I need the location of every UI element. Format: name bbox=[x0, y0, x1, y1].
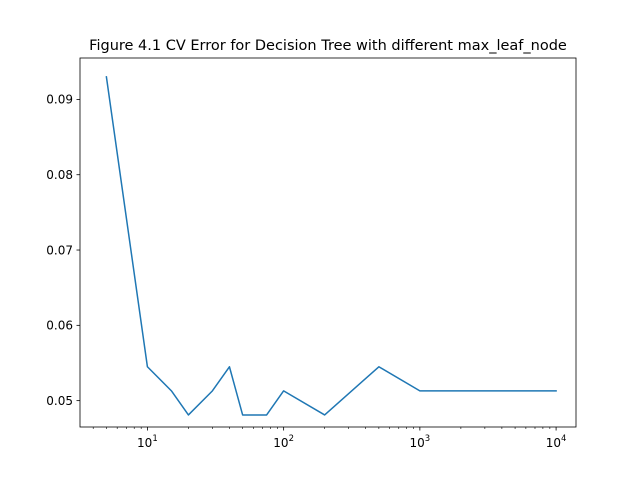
series-line bbox=[105, 75, 557, 416]
y-tick-label: 0.05 bbox=[46, 394, 73, 408]
y-tick-label: 0.06 bbox=[46, 319, 73, 333]
x-tick-label: 104 bbox=[546, 434, 567, 450]
axes: 0.05 0.06 0.07 0.08 0.09 101 102 103 104 bbox=[46, 57, 577, 450]
y-tick-label: 0.09 bbox=[46, 93, 73, 107]
chart-title: Figure 4.1 CV Error for Decision Tree wi… bbox=[89, 38, 567, 54]
y-tick-label: 0.07 bbox=[46, 243, 73, 257]
axes-frame bbox=[79, 57, 577, 428]
plot-area bbox=[105, 75, 557, 416]
x-tick-label: 102 bbox=[273, 434, 294, 450]
x-tick-label: 103 bbox=[410, 434, 431, 450]
y-tick-label: 0.08 bbox=[46, 168, 73, 182]
x-tick-label: 101 bbox=[137, 434, 158, 450]
